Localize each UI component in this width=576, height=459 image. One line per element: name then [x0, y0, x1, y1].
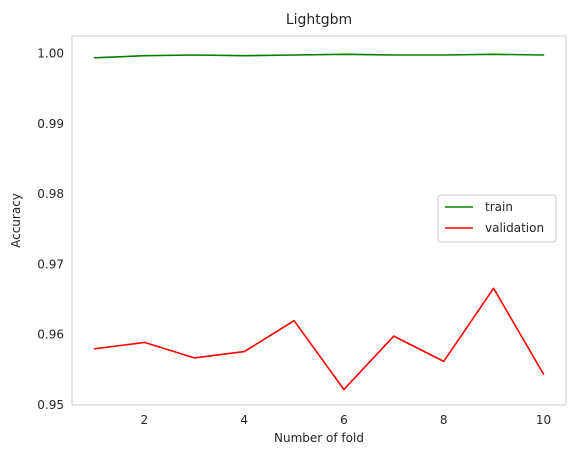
- series-lines: [93, 53, 545, 391]
- x-tick-label: 10: [536, 413, 551, 427]
- y-axis-title: Accuracy: [9, 193, 23, 248]
- y-tick-label: 0.97: [37, 257, 64, 271]
- x-tick-label: 4: [240, 413, 248, 427]
- chart-title: Lightgbm: [286, 12, 352, 28]
- x-tick-label: 2: [141, 413, 149, 427]
- y-tick-label: 0.95: [37, 398, 64, 412]
- y-tick-label: 1.00: [37, 47, 64, 61]
- y-tick-label: 0.99: [37, 117, 64, 131]
- series-line-validation: [93, 287, 545, 391]
- plot-border: [71, 35, 567, 406]
- legend: train validation: [437, 194, 557, 243]
- series-line-train: [93, 53, 545, 59]
- y-tick-label: 0.98: [37, 187, 64, 201]
- legend-label-validation: validation: [485, 221, 544, 235]
- x-tick-label: 8: [440, 413, 448, 427]
- y-tick-label: 0.96: [37, 328, 64, 342]
- x-tick-label: 6: [340, 413, 348, 427]
- x-axis-title: Number of fold: [274, 431, 364, 445]
- legend-label-train: train: [485, 200, 513, 214]
- plot-area: [71, 35, 567, 406]
- axis-ticks: 2 4 6 8 10 0.95 0.96 0.97 0.98 0.99 1.00: [37, 47, 551, 427]
